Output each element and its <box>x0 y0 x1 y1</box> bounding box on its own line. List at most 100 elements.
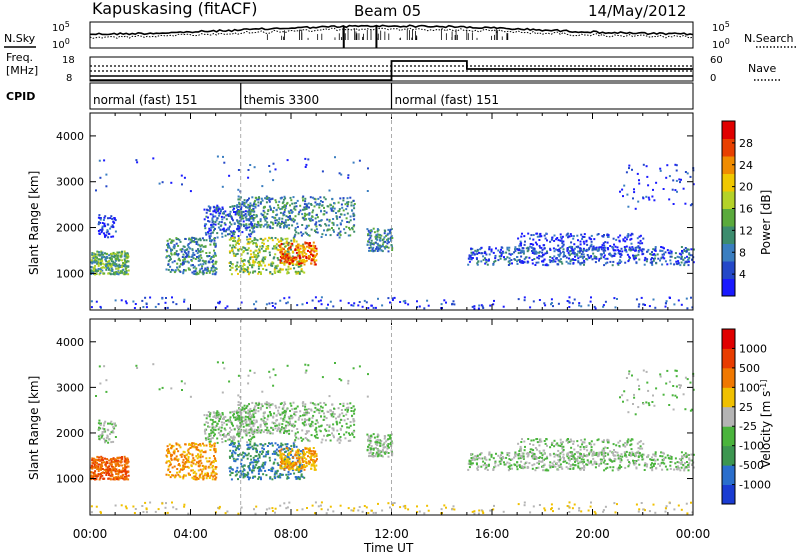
velocity-cell <box>229 416 232 419</box>
power-cell <box>647 196 650 199</box>
power-cell <box>535 250 537 253</box>
freq-panel: Freq. [MHz] 18 8 60 0 Nave <box>6 51 780 84</box>
power-cell <box>561 262 564 265</box>
power-cell <box>310 251 313 254</box>
power-cell <box>527 232 530 235</box>
velocity-cell <box>215 414 218 417</box>
velocity-cell <box>199 444 202 447</box>
velocity-cell <box>253 428 256 431</box>
power-cell <box>187 267 190 270</box>
power-cell <box>614 249 617 252</box>
power-cell <box>623 246 626 248</box>
power-cell <box>640 249 643 252</box>
power-cell <box>380 245 383 248</box>
velocity-cell <box>229 426 231 429</box>
velocity-cell <box>265 429 268 431</box>
power-cell <box>220 221 223 224</box>
velocity-cell <box>293 445 296 448</box>
velocity-cell <box>246 441 249 444</box>
velocity-cell <box>97 473 100 476</box>
velocity-cell <box>99 467 102 470</box>
power-cell <box>669 262 672 265</box>
power-cell <box>298 254 301 257</box>
power-cell <box>282 198 285 201</box>
power-cell <box>251 226 254 229</box>
velocity-cell <box>291 469 294 472</box>
velocity-cell <box>255 463 258 466</box>
power-cell <box>182 259 185 262</box>
power-cell <box>242 204 245 207</box>
velocity-cell <box>258 456 261 459</box>
power-cell <box>236 212 239 215</box>
velocity-cell <box>252 469 255 472</box>
velocity-cell <box>291 467 294 470</box>
velocity-cell <box>283 456 286 459</box>
velocity-cell <box>274 470 277 473</box>
power-cell <box>278 222 281 225</box>
power-cell <box>110 258 113 260</box>
velocity-cell <box>258 454 261 457</box>
velocity-cell <box>182 464 185 467</box>
velocity-cell <box>168 452 171 455</box>
velocity-cell <box>302 466 305 469</box>
colorbar-swatch <box>722 278 735 297</box>
power-cell <box>568 306 571 308</box>
power-cell <box>632 197 634 200</box>
velocity-cell <box>237 445 240 448</box>
velocity-cell <box>233 436 236 439</box>
velocity-cell <box>278 474 281 477</box>
velocity-cell <box>114 463 117 466</box>
power-cell <box>314 217 317 220</box>
power-cell <box>660 256 663 259</box>
power-cell <box>689 204 692 207</box>
power-cell <box>626 234 629 237</box>
velocity-cell <box>121 456 123 458</box>
power-cell <box>628 246 631 249</box>
power-cell <box>368 249 370 252</box>
power-cell <box>183 176 186 179</box>
power-cell <box>234 255 237 257</box>
power-cell <box>549 249 552 251</box>
velocity-cell <box>283 468 286 471</box>
noise-left-tick-bottom: 100 <box>52 37 70 52</box>
power-cell <box>205 215 208 218</box>
power-cell <box>375 247 378 250</box>
velocity-cell <box>313 403 316 406</box>
power-cell <box>313 263 316 266</box>
power-cell <box>249 223 252 225</box>
power-cell <box>642 197 645 200</box>
velocity-cell <box>173 457 176 460</box>
power-cell <box>184 269 187 272</box>
power-cell <box>377 297 379 300</box>
velocity-cell <box>249 418 252 421</box>
power-cell <box>372 306 375 309</box>
power-cell <box>635 261 638 264</box>
power-cell <box>523 235 526 238</box>
power-cell <box>284 204 287 207</box>
power-cell <box>221 232 224 235</box>
power-cell <box>368 238 371 241</box>
power-cell <box>325 224 328 227</box>
power-cell <box>377 248 380 250</box>
power-cell <box>125 265 128 268</box>
power-cell <box>482 307 485 309</box>
velocity-cell <box>274 442 277 445</box>
power-cell <box>122 265 125 268</box>
velocity-cell <box>221 412 224 414</box>
velocity-cell <box>305 458 308 461</box>
velocity-cell <box>263 448 265 451</box>
velocity-cell <box>303 424 306 427</box>
power-cell <box>505 251 508 254</box>
velocity-cell <box>197 443 200 446</box>
power-cell <box>583 255 586 258</box>
power-cell <box>255 245 258 248</box>
power-cell <box>492 251 495 254</box>
velocity-cell <box>100 456 103 459</box>
velocity-cell <box>251 436 254 439</box>
power-cell <box>244 227 247 230</box>
velocity-cell <box>285 462 287 465</box>
velocity-cell <box>247 423 250 426</box>
power-cell <box>664 260 667 263</box>
velocity-cell <box>288 468 291 471</box>
velocity-cell <box>242 452 245 455</box>
